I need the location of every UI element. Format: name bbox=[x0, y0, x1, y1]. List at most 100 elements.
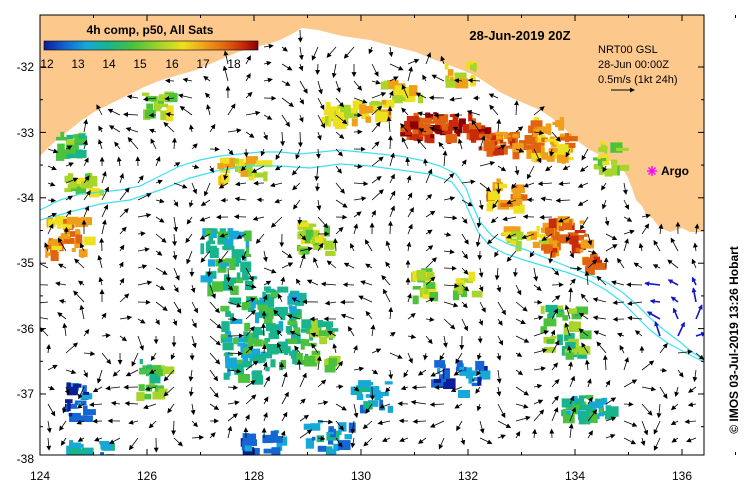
sst-cell bbox=[75, 149, 87, 158]
current-vector bbox=[281, 371, 288, 388]
current-vector bbox=[96, 104, 103, 116]
current-vector bbox=[101, 204, 109, 218]
current-vector bbox=[47, 212, 58, 218]
sst-cell bbox=[483, 137, 489, 143]
info-line-time: 28-Jun 00:00Z bbox=[598, 59, 669, 71]
sst-cell bbox=[439, 114, 449, 123]
current-vector bbox=[475, 386, 481, 394]
current-vector bbox=[605, 233, 618, 240]
sst-cell bbox=[79, 444, 84, 448]
sst-cell bbox=[552, 219, 561, 231]
current-vector bbox=[137, 247, 150, 253]
current-vector bbox=[150, 138, 157, 150]
current-vector bbox=[619, 344, 625, 354]
sst-cell bbox=[598, 147, 606, 152]
sst-cell bbox=[277, 286, 289, 293]
current-vector bbox=[177, 93, 193, 99]
current-vector bbox=[65, 177, 79, 184]
current-vector bbox=[335, 131, 345, 139]
current-vector bbox=[551, 378, 560, 388]
current-vector bbox=[332, 343, 338, 354]
current-vector bbox=[601, 182, 607, 191]
current-vector bbox=[83, 157, 89, 167]
sst-cell bbox=[142, 393, 152, 400]
current-vector bbox=[478, 199, 484, 211]
sst-cell bbox=[229, 297, 241, 305]
current-vector bbox=[533, 383, 543, 389]
sst-cell bbox=[477, 376, 482, 386]
sst-cell bbox=[470, 64, 474, 71]
sst-cell bbox=[265, 366, 270, 372]
sst-cell bbox=[564, 333, 575, 341]
current-vector bbox=[182, 77, 193, 83]
current-vector bbox=[199, 216, 211, 222]
current-vector bbox=[83, 139, 88, 150]
sst-cell bbox=[592, 157, 602, 161]
current-vector bbox=[641, 360, 655, 371]
current-vector bbox=[670, 403, 679, 411]
sst-cell bbox=[456, 279, 465, 286]
sst-cell bbox=[245, 245, 250, 254]
current-vector bbox=[83, 351, 96, 357]
sst-cell bbox=[69, 231, 81, 237]
current-vector bbox=[425, 52, 432, 65]
sst-cell bbox=[326, 323, 333, 330]
current-vector bbox=[412, 418, 427, 424]
current-vector bbox=[57, 263, 67, 269]
current-vector bbox=[478, 284, 484, 292]
sst-cell bbox=[75, 185, 87, 195]
current-vector bbox=[315, 148, 321, 159]
sst-cell bbox=[54, 216, 66, 225]
current-vector bbox=[331, 63, 337, 79]
current-vector bbox=[496, 386, 502, 397]
current-vector bbox=[165, 111, 175, 117]
current-vector bbox=[407, 334, 417, 340]
current-vector bbox=[335, 148, 343, 157]
current-vector bbox=[659, 386, 668, 399]
sst-cell bbox=[604, 146, 608, 154]
sst-cell bbox=[298, 222, 309, 228]
current-vector bbox=[641, 386, 657, 392]
sst-cell bbox=[495, 131, 508, 136]
lat-axis-labels: -32 -33 -34 -35 -36 -37 -38 bbox=[17, 60, 35, 466]
current-vector bbox=[263, 280, 272, 286]
sst-cell bbox=[152, 391, 166, 400]
current-vector bbox=[580, 293, 589, 303]
current-vector bbox=[65, 369, 77, 375]
current-vector bbox=[47, 197, 57, 203]
current-vector bbox=[335, 437, 343, 448]
current-vector bbox=[407, 223, 413, 235]
sst-cell bbox=[403, 96, 413, 103]
current-vector bbox=[617, 257, 625, 269]
sst-cell bbox=[223, 372, 230, 380]
current-vector bbox=[107, 108, 121, 116]
current-vector bbox=[385, 240, 391, 252]
sst-cell bbox=[337, 112, 344, 120]
sst-cell bbox=[231, 363, 244, 372]
sst-cell bbox=[561, 219, 572, 230]
current-vector bbox=[245, 297, 256, 303]
sst-cell bbox=[544, 138, 558, 142]
current-vector bbox=[64, 386, 70, 395]
current-vector bbox=[276, 342, 283, 354]
current-vector bbox=[672, 307, 679, 320]
current-vector bbox=[227, 400, 240, 406]
current-vector bbox=[118, 261, 124, 269]
sst-cell bbox=[101, 441, 112, 451]
sst-cell bbox=[466, 132, 470, 140]
sst-cell bbox=[557, 145, 568, 155]
current-vector bbox=[477, 335, 483, 344]
colorbar-label: 4h comp, p50, All Sats bbox=[87, 23, 214, 37]
current-vector bbox=[173, 437, 183, 447]
current-vector bbox=[164, 96, 175, 101]
sst-cell bbox=[240, 353, 254, 358]
current-vector bbox=[295, 148, 301, 160]
current-vector bbox=[381, 274, 391, 286]
current-vector bbox=[191, 335, 197, 349]
info-box: NRT00 GSL 28-Jun 00:00Z 0.5m/s (1kt 24h) bbox=[598, 44, 677, 93]
current-vector bbox=[362, 420, 373, 430]
current-vector bbox=[385, 261, 391, 269]
current-vector bbox=[360, 280, 373, 286]
current-vector bbox=[368, 46, 374, 55]
current-vector bbox=[695, 352, 704, 360]
